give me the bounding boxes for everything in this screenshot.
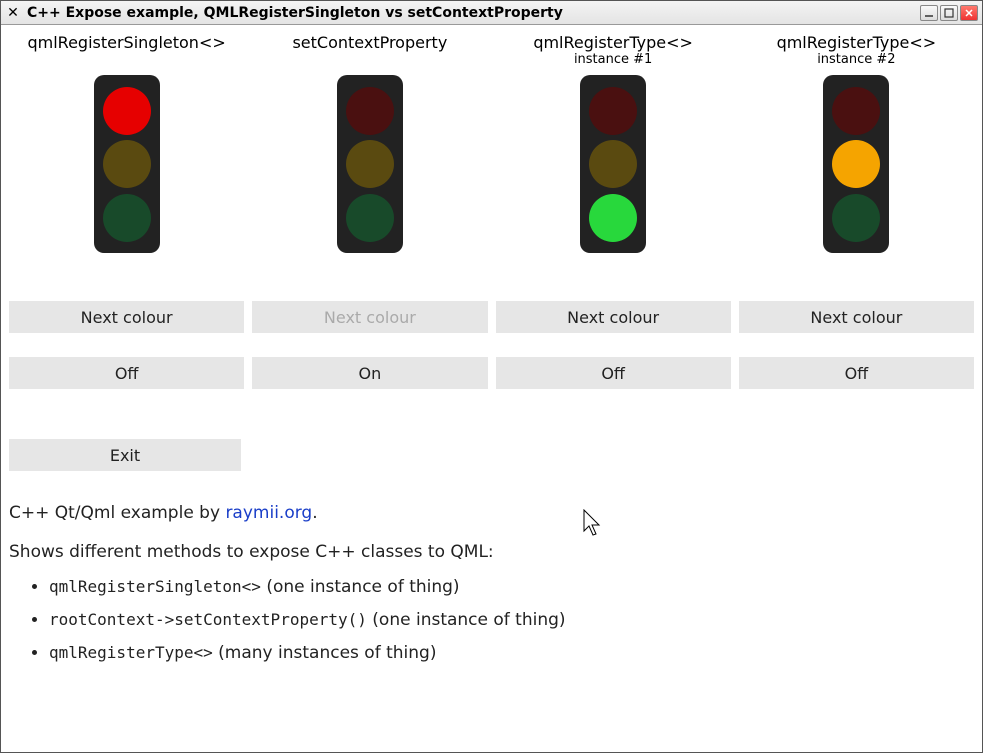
description: C++ Qt/Qml example by raymii.org. Shows …	[9, 499, 974, 667]
lamp-yellow	[346, 140, 394, 188]
column-title-text: qmlRegisterType<>	[533, 33, 693, 52]
intro-prefix: C++ Qt/Qml example by	[9, 503, 225, 523]
power-button[interactable]: Off	[496, 357, 731, 389]
column-title-text: qmlRegisterSingleton<>	[27, 33, 225, 52]
lamp-green	[832, 194, 880, 242]
lamp-yellow	[832, 140, 880, 188]
window-controls	[920, 5, 978, 21]
close-icon	[964, 8, 974, 18]
lamp-green	[103, 194, 151, 242]
column-registertype-2: qmlRegisterType<> instance #2	[739, 33, 974, 253]
raymii-link[interactable]: raymii.org	[225, 503, 312, 523]
method-list: qmlRegisterSingleton<> (one instance of …	[9, 573, 974, 668]
traffic-light-row: qmlRegisterSingleton<> setContextPropert…	[9, 33, 974, 253]
titlebar[interactable]: ✕ C++ Expose example, QMLRegisterSinglet…	[1, 1, 982, 25]
power-button[interactable]: Off	[9, 357, 244, 389]
close-button[interactable]	[960, 5, 978, 21]
traffic-light	[580, 75, 646, 253]
list-code: qmlRegisterSingleton<>	[49, 577, 261, 596]
list-item: rootContext->setContextProperty() (one i…	[49, 606, 974, 635]
next-colour-button[interactable]: Next colour	[9, 301, 244, 333]
column-registertype-1: qmlRegisterType<> instance #1	[496, 33, 731, 253]
minimize-icon	[924, 8, 934, 18]
window-title: C++ Expose example, QMLRegisterSingleton…	[27, 5, 920, 21]
lamp-yellow	[103, 140, 151, 188]
app-menu-icon[interactable]: ✕	[5, 5, 21, 21]
column-title: qmlRegisterType<> instance #2	[777, 33, 937, 71]
list-tail: (many instances of thing)	[213, 643, 437, 663]
list-tail: (one instance of thing)	[261, 577, 460, 597]
power-row: Off On Off Off	[9, 357, 974, 389]
lamp-red	[832, 87, 880, 135]
lamp-green	[589, 194, 637, 242]
maximize-icon	[944, 8, 954, 18]
column-title-text: setContextProperty	[292, 33, 447, 52]
next-colour-button[interactable]: Next colour	[496, 301, 731, 333]
lamp-red	[589, 87, 637, 135]
power-button[interactable]: On	[252, 357, 487, 389]
next-colour-row: Next colour Next colour Next colour Next…	[9, 301, 974, 333]
subhead-line: Shows different methods to expose C++ cl…	[9, 538, 974, 567]
traffic-light	[337, 75, 403, 253]
column-subtitle: instance #1	[533, 52, 693, 68]
power-button[interactable]: Off	[739, 357, 974, 389]
column-subtitle: instance #2	[777, 52, 937, 68]
app-window: ✕ C++ Expose example, QMLRegisterSinglet…	[0, 0, 983, 753]
traffic-light	[94, 75, 160, 253]
next-colour-button[interactable]: Next colour	[252, 301, 487, 333]
minimize-button[interactable]	[920, 5, 938, 21]
lamp-yellow	[589, 140, 637, 188]
traffic-light	[823, 75, 889, 253]
column-title-text: qmlRegisterType<>	[777, 33, 937, 52]
column-contextproperty: setContextProperty	[252, 33, 487, 253]
list-tail: (one instance of thing)	[367, 610, 566, 630]
lamp-red	[346, 87, 394, 135]
list-code: rootContext->setContextProperty()	[49, 610, 367, 629]
lamp-green	[346, 194, 394, 242]
list-item: qmlRegisterType<> (many instances of thi…	[49, 639, 974, 668]
list-item: qmlRegisterSingleton<> (one instance of …	[49, 573, 974, 602]
column-singleton: qmlRegisterSingleton<>	[9, 33, 244, 253]
exit-button[interactable]: Exit	[9, 439, 241, 471]
list-code: qmlRegisterType<>	[49, 643, 213, 662]
next-colour-button[interactable]: Next colour	[739, 301, 974, 333]
intro-suffix: .	[312, 503, 317, 523]
maximize-button[interactable]	[940, 5, 958, 21]
exit-row: Exit	[9, 439, 974, 471]
column-title: qmlRegisterType<> instance #1	[533, 33, 693, 71]
content-area: qmlRegisterSingleton<> setContextPropert…	[1, 25, 982, 752]
column-title: qmlRegisterSingleton<>	[27, 33, 225, 71]
intro-line: C++ Qt/Qml example by raymii.org.	[9, 499, 974, 528]
column-title: setContextProperty	[292, 33, 447, 71]
lamp-red	[103, 87, 151, 135]
